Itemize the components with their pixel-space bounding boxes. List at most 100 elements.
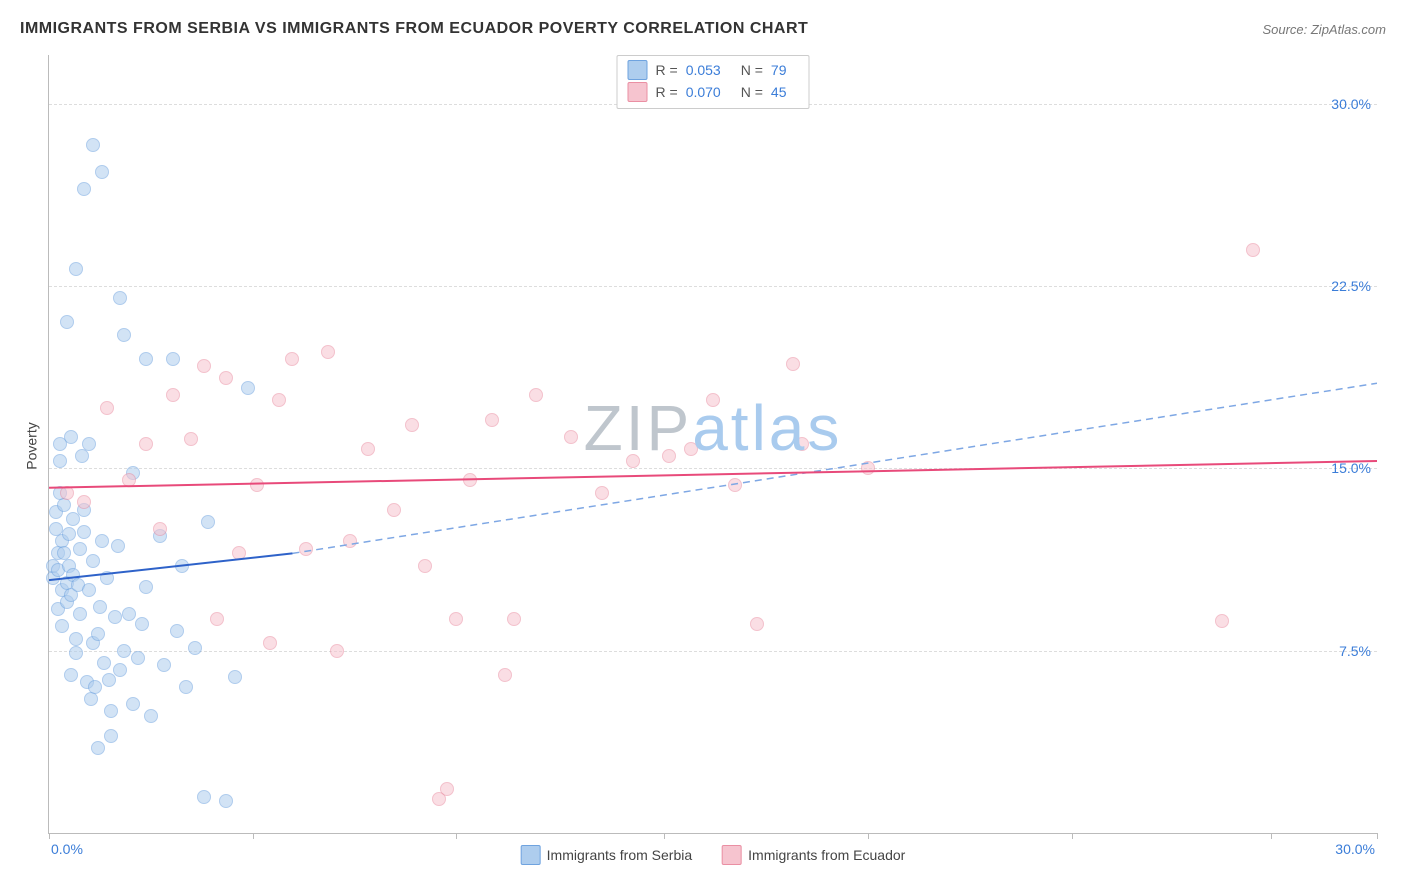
scatter-point-ecuador bbox=[285, 352, 299, 366]
scatter-point-ecuador bbox=[861, 461, 875, 475]
scatter-point-serbia bbox=[108, 610, 122, 624]
stat-n-ecuador: 45 bbox=[771, 84, 787, 100]
scatter-point-serbia bbox=[75, 449, 89, 463]
gridline bbox=[49, 651, 1377, 652]
scatter-point-serbia bbox=[166, 352, 180, 366]
scatter-point-ecuador bbox=[272, 393, 286, 407]
scatter-point-serbia bbox=[228, 670, 242, 684]
scatter-point-serbia bbox=[73, 542, 87, 556]
scatter-point-serbia bbox=[175, 559, 189, 573]
scatter-point-serbia bbox=[117, 644, 131, 658]
scatter-point-serbia bbox=[73, 607, 87, 621]
stat-r-serbia: 0.053 bbox=[686, 62, 721, 78]
scatter-point-serbia bbox=[201, 515, 215, 529]
scatter-point-serbia bbox=[77, 525, 91, 539]
x-tick bbox=[1271, 833, 1272, 839]
legend-stats-row-ecuador: R = 0.070 N = 45 bbox=[628, 82, 799, 102]
legend-item-ecuador: Immigrants from Ecuador bbox=[722, 845, 905, 865]
legend-swatch-serbia bbox=[628, 60, 648, 80]
scatter-point-serbia bbox=[82, 437, 96, 451]
scatter-point-serbia bbox=[69, 646, 83, 660]
x-tick bbox=[868, 833, 869, 839]
scatter-point-serbia bbox=[60, 315, 74, 329]
scatter-point-serbia bbox=[102, 673, 116, 687]
scatter-point-ecuador bbox=[440, 782, 454, 796]
scatter-point-serbia bbox=[197, 790, 211, 804]
stat-r-ecuador: 0.070 bbox=[686, 84, 721, 100]
scatter-point-ecuador bbox=[485, 413, 499, 427]
scatter-point-serbia bbox=[95, 534, 109, 548]
scatter-point-serbia bbox=[104, 704, 118, 718]
scatter-point-ecuador bbox=[139, 437, 153, 451]
scatter-point-serbia bbox=[111, 539, 125, 553]
x-tick bbox=[1377, 833, 1378, 839]
chart-title: IMMIGRANTS FROM SERBIA VS IMMIGRANTS FRO… bbox=[20, 20, 808, 38]
scatter-point-serbia bbox=[55, 619, 69, 633]
scatter-point-serbia bbox=[97, 656, 111, 670]
scatter-point-serbia bbox=[219, 794, 233, 808]
scatter-point-serbia bbox=[64, 668, 78, 682]
legend-stats-row-serbia: R = 0.053 N = 79 bbox=[628, 60, 799, 80]
watermark-zip: ZIP bbox=[584, 392, 693, 464]
scatter-point-ecuador bbox=[166, 388, 180, 402]
x-tick bbox=[49, 833, 50, 839]
scatter-point-ecuador bbox=[1215, 614, 1229, 628]
scatter-point-ecuador bbox=[595, 486, 609, 500]
scatter-point-serbia bbox=[157, 658, 171, 672]
scatter-point-ecuador bbox=[684, 442, 698, 456]
scatter-point-serbia bbox=[113, 663, 127, 677]
scatter-point-ecuador bbox=[387, 503, 401, 517]
scatter-point-serbia bbox=[86, 554, 100, 568]
scatter-point-ecuador bbox=[498, 668, 512, 682]
scatter-point-ecuador bbox=[529, 388, 543, 402]
scatter-point-serbia bbox=[139, 352, 153, 366]
scatter-point-ecuador bbox=[122, 473, 136, 487]
stat-n-serbia: 79 bbox=[771, 62, 787, 78]
y-tick-label: 15.0% bbox=[1331, 460, 1371, 476]
source-label: Source: bbox=[1262, 22, 1310, 37]
scatter-point-serbia bbox=[91, 627, 105, 641]
scatter-point-serbia bbox=[82, 583, 96, 597]
legend-bottom-swatch-ecuador bbox=[722, 845, 742, 865]
y-tick-label: 7.5% bbox=[1339, 643, 1371, 659]
chart-header: IMMIGRANTS FROM SERBIA VS IMMIGRANTS FRO… bbox=[20, 20, 1386, 38]
y-tick-label: 30.0% bbox=[1331, 96, 1371, 112]
source-name: ZipAtlas.com bbox=[1311, 22, 1386, 37]
stat-label-r: R = bbox=[656, 62, 678, 78]
scatter-point-serbia bbox=[93, 600, 107, 614]
gridline bbox=[49, 286, 1377, 287]
scatter-point-ecuador bbox=[786, 357, 800, 371]
scatter-point-ecuador bbox=[60, 486, 74, 500]
scatter-point-serbia bbox=[88, 680, 102, 694]
scatter-point-serbia bbox=[69, 262, 83, 276]
scatter-point-serbia bbox=[117, 328, 131, 342]
scatter-point-ecuador bbox=[564, 430, 578, 444]
x-tick bbox=[456, 833, 457, 839]
scatter-point-ecuador bbox=[795, 437, 809, 451]
scatter-point-serbia bbox=[91, 741, 105, 755]
scatter-point-ecuador bbox=[405, 418, 419, 432]
scatter-point-ecuador bbox=[184, 432, 198, 446]
scatter-point-serbia bbox=[100, 571, 114, 585]
scatter-point-serbia bbox=[95, 165, 109, 179]
legend-bottom: Immigrants from Serbia Immigrants from E… bbox=[521, 845, 906, 865]
scatter-point-ecuador bbox=[343, 534, 357, 548]
scatter-point-serbia bbox=[62, 527, 76, 541]
x-tick bbox=[1072, 833, 1073, 839]
stat-label-n: N = bbox=[741, 84, 763, 100]
scatter-point-ecuador bbox=[321, 345, 335, 359]
scatter-point-ecuador bbox=[361, 442, 375, 456]
legend-label-serbia: Immigrants from Serbia bbox=[547, 847, 692, 863]
scatter-point-serbia bbox=[126, 697, 140, 711]
scatter-point-ecuador bbox=[728, 478, 742, 492]
scatter-point-ecuador bbox=[706, 393, 720, 407]
scatter-point-serbia bbox=[144, 709, 158, 723]
scatter-point-ecuador bbox=[330, 644, 344, 658]
scatter-point-ecuador bbox=[1246, 243, 1260, 257]
scatter-point-serbia bbox=[170, 624, 184, 638]
scatter-point-serbia bbox=[122, 607, 136, 621]
scatter-point-ecuador bbox=[299, 542, 313, 556]
x-axis-min-label: 0.0% bbox=[51, 841, 83, 857]
scatter-point-ecuador bbox=[232, 546, 246, 560]
scatter-point-serbia bbox=[77, 182, 91, 196]
